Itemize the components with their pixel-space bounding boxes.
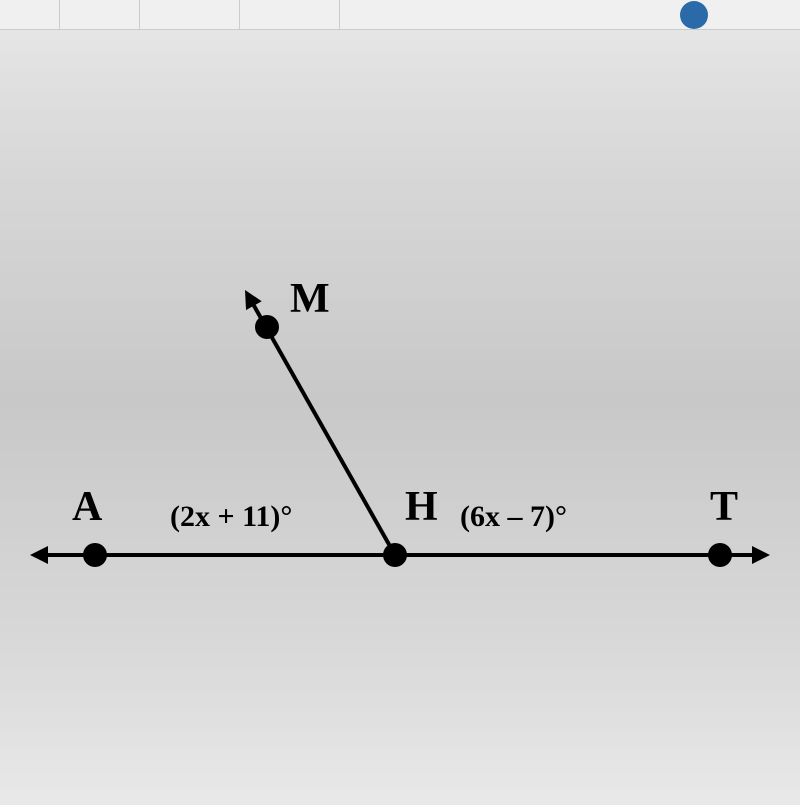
point-label-A: A bbox=[72, 483, 102, 531]
geometry-diagram: A H T M (2x + 11)° (6x – 7)° bbox=[0, 0, 800, 800]
diagram-svg bbox=[0, 0, 800, 800]
point-label-M: M bbox=[290, 275, 330, 323]
angle-expression-right: (6x – 7)° bbox=[460, 500, 567, 534]
angle-expression-left: (2x + 11)° bbox=[170, 500, 292, 534]
point-label-T: T bbox=[710, 483, 738, 531]
point-label-H: H bbox=[405, 483, 438, 531]
